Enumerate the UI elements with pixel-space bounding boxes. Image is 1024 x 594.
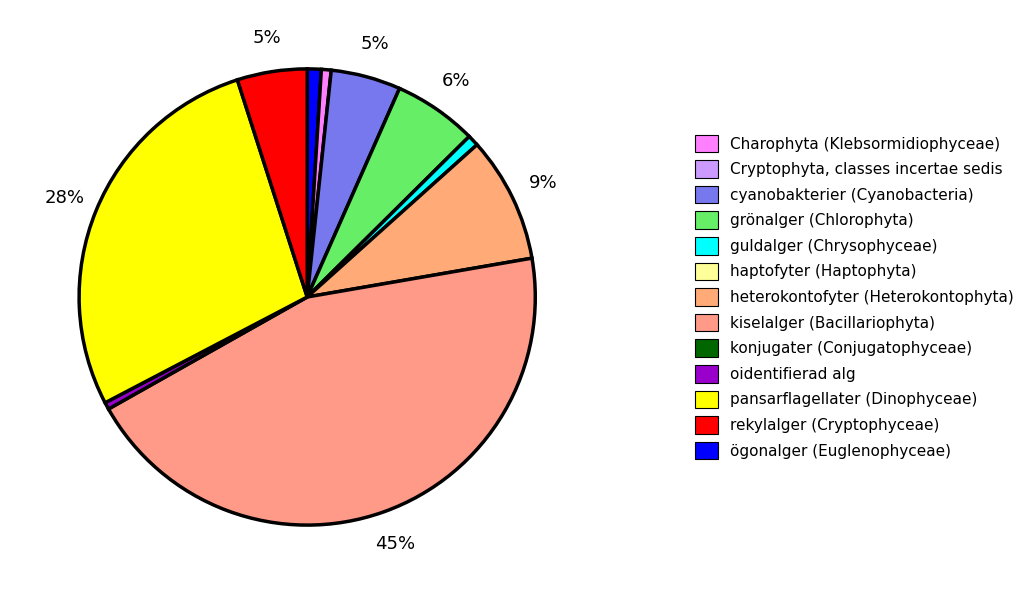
Wedge shape <box>307 145 531 297</box>
Wedge shape <box>307 69 332 297</box>
Wedge shape <box>79 80 307 403</box>
Text: 6%: 6% <box>441 72 470 90</box>
Wedge shape <box>307 137 477 297</box>
Text: 45%: 45% <box>375 535 416 553</box>
Wedge shape <box>238 69 307 297</box>
Wedge shape <box>307 70 399 297</box>
Text: 28%: 28% <box>44 188 84 207</box>
Text: 5%: 5% <box>360 34 389 53</box>
Wedge shape <box>109 258 536 525</box>
Wedge shape <box>105 297 307 409</box>
Text: 9%: 9% <box>529 173 558 192</box>
Wedge shape <box>307 89 469 297</box>
Wedge shape <box>307 69 322 297</box>
Legend: Charophyta (Klebsormidiophyceae), Cryptophyta, classes incertae sedis, cyanobakt: Charophyta (Klebsormidiophyceae), Crypto… <box>695 135 1014 459</box>
Text: 5%: 5% <box>252 29 281 47</box>
